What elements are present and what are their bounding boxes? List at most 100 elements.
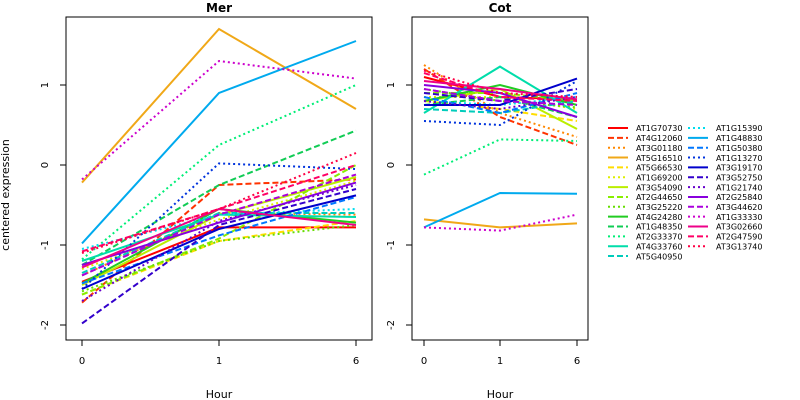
mer-series-line [81, 180, 357, 270]
legend-label: AT3G02660 [716, 223, 762, 232]
cot-series-lines [423, 64, 578, 232]
legend-label: AT1G70730 [636, 124, 682, 133]
cot-series-line [423, 88, 578, 106]
mer-series-line [81, 59, 357, 181]
mer-series-line [81, 181, 357, 266]
cot-y-tick-label: 0 [386, 162, 397, 168]
cot-series-line [423, 191, 578, 229]
cot-x-tick-label: 6 [574, 356, 580, 367]
legend-label: AT1G21740 [716, 183, 762, 192]
mer-series-line [81, 212, 356, 274]
cot-series-line [424, 77, 578, 106]
cot-series-line [423, 138, 578, 176]
legend-entry: AT3G01180 [608, 144, 682, 153]
legend-entry: AT2G44650 [608, 193, 682, 202]
mer-series-line [81, 27, 357, 184]
legend-label: AT2G25840 [716, 193, 762, 202]
legend-label: AT2G44650 [636, 193, 682, 202]
mer-series-line [81, 84, 357, 261]
mer-series-line [81, 196, 357, 285]
legend-entry: AT2G25840 [688, 193, 762, 202]
cot-y-tick-label: -2 [386, 320, 397, 330]
mer-series-line [81, 194, 357, 290]
cot-series-line [423, 84, 578, 118]
legend-label: AT1G69200 [636, 173, 682, 182]
legend-entry: AT1G69200 [608, 173, 682, 182]
legend-entry: AT3G54090 [608, 183, 682, 192]
legend-entry: AT2G33370 [608, 233, 682, 242]
legend-entry: AT4G24280 [608, 213, 682, 222]
legend-label: AT1G15390 [716, 124, 762, 133]
legend-label: AT3G52750 [716, 173, 762, 182]
cot-axes: 0 1 6 -2 -1 0 1 [386, 82, 580, 367]
mer-series-line [81, 188, 357, 325]
mer-series-line [81, 184, 357, 302]
mer-y-tick-label: 0 [40, 162, 51, 168]
legend-label: AT3G01180 [636, 144, 682, 153]
mer-series-line [81, 164, 357, 253]
legend-entry: AT1G50380 [688, 144, 762, 153]
legend-label: AT3G13740 [716, 242, 762, 251]
legend-label: AT5G16510 [636, 154, 682, 163]
cot-series-line [423, 96, 578, 111]
legend-label: AT5G40950 [636, 252, 682, 261]
legend-label: AT4G24280 [636, 213, 682, 222]
legend-label: AT4G33760 [636, 242, 682, 251]
legend-entry: AT3G52750 [688, 173, 762, 182]
mer-x-tick-label: 6 [353, 356, 359, 367]
legend-entry: AT1G33330 [688, 213, 762, 222]
legend-entry: AT3G13740 [688, 242, 762, 251]
cot-series-line [423, 218, 578, 229]
mer-x-tick-label: 1 [216, 356, 222, 367]
panel-mer-title: Mer [206, 1, 232, 15]
mer-series-line [81, 40, 357, 245]
mer-y-tick-label: 1 [40, 82, 51, 88]
legend-label: AT2G47590 [716, 233, 762, 242]
mer-series-line [81, 173, 357, 277]
mer-series-line [81, 207, 357, 269]
mer-series-line [81, 129, 357, 266]
cot-x-tick-label: 0 [421, 356, 427, 367]
cot-series-line [423, 213, 578, 232]
legend: AT1G70730AT4G12060AT3G01180AT5G16510AT5G… [608, 124, 762, 261]
legend-label: AT1G50380 [716, 144, 762, 153]
legend-entry: AT4G33760 [608, 242, 682, 251]
cot-series-line [423, 95, 578, 118]
legend-entry: AT5G40950 [608, 252, 682, 261]
mer-y-tick-label: -2 [40, 320, 51, 330]
legend-label: AT1G48830 [716, 134, 762, 143]
legend-label: AT3G25220 [636, 203, 682, 212]
legend-label: AT1G13270 [716, 154, 762, 163]
legend-entry: AT1G70730 [608, 124, 682, 133]
legend-entry: AT3G25220 [608, 203, 682, 212]
panel-mer-xlabel: Hour [206, 388, 233, 400]
legend-entry: AT1G48830 [688, 134, 762, 143]
mer-series-line [81, 224, 357, 293]
legend-entry: AT5G66530 [608, 164, 682, 173]
cot-series-line [423, 69, 578, 98]
mer-series-line [81, 220, 357, 296]
panel-cot-xlabel: Hour [487, 388, 514, 400]
legend-entry: AT1G15390 [688, 124, 762, 133]
cot-series-line [423, 72, 578, 102]
mer-y-tick-label: -1 [40, 240, 51, 250]
cot-y-tick-label: 1 [386, 82, 397, 88]
legend-label: AT1G33330 [716, 213, 762, 222]
cot-series-line [423, 68, 578, 146]
legend-label: AT4G12060 [636, 134, 682, 143]
legend-entry: AT5G16510 [608, 154, 682, 163]
legend-entry: AT4G12060 [608, 134, 682, 143]
legend-label: AT3G54090 [636, 183, 682, 192]
legend-entry: AT3G19170 [688, 164, 762, 173]
mer-axes: 0 1 6 -2 -1 0 1 [40, 82, 359, 367]
legend-entry: AT1G21740 [688, 183, 762, 192]
legend-entry: AT1G48350 [608, 223, 682, 232]
legend-entry: AT2G47590 [688, 233, 762, 242]
legend-label: AT5G66530 [636, 164, 682, 173]
legend-entry: AT1G13270 [688, 154, 762, 163]
legend-label: AT3G19170 [716, 164, 762, 173]
legend-label: AT2G33370 [636, 233, 682, 242]
mer-series-lines [81, 27, 357, 325]
legend-entry: AT3G02660 [688, 223, 762, 232]
